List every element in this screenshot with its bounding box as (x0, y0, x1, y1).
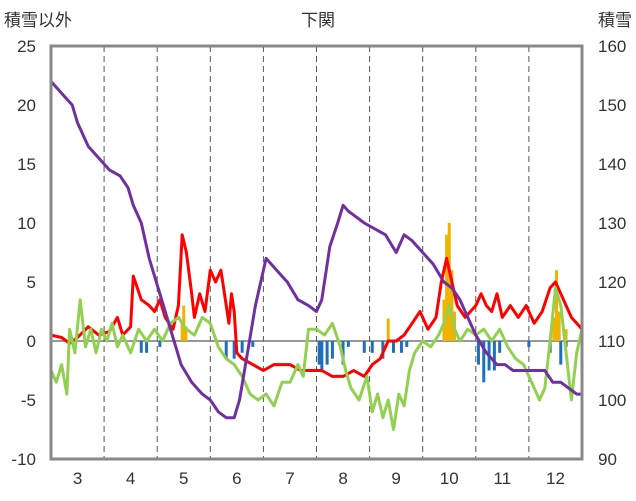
bar (362, 341, 366, 353)
bar (564, 329, 568, 341)
right-tick-label: 100 (598, 391, 626, 410)
bar (450, 270, 454, 341)
bar (445, 234, 449, 341)
bar (482, 341, 486, 383)
x-tick-label: 3 (73, 469, 82, 488)
bar (184, 326, 188, 341)
right-axis-label: 積雪 (598, 11, 632, 30)
lines (49, 79, 584, 431)
left-tick-label: 10 (17, 214, 36, 233)
right-tick-label: 140 (598, 155, 626, 174)
bar (145, 341, 149, 353)
x-tick-label: 6 (232, 469, 241, 488)
series-line (49, 286, 584, 431)
left-tick-label: 20 (17, 96, 36, 115)
bar (559, 341, 563, 365)
bar (180, 323, 184, 341)
right-tick-label: 120 (598, 273, 626, 292)
right-tick-label: 130 (598, 214, 626, 233)
x-tick-label: 9 (391, 469, 400, 488)
left-tick-label: -5 (21, 391, 36, 410)
bar (232, 341, 236, 359)
chart-title: 下関 (301, 11, 335, 30)
left-axis-label: 積雪以外 (4, 11, 72, 30)
bar (386, 318, 390, 341)
bar (391, 341, 395, 353)
x-tick-label: 8 (338, 469, 347, 488)
bar (527, 341, 531, 347)
left-tick-label: 15 (17, 155, 36, 174)
bar (498, 341, 502, 353)
left-tick-label: 0 (27, 332, 36, 351)
grid (51, 46, 582, 459)
left-tick-label: -10 (11, 450, 36, 469)
series-line (49, 233, 584, 378)
x-tick-label: 11 (494, 469, 512, 488)
bar (139, 341, 143, 353)
bar (325, 341, 329, 365)
x-tick-label: 10 (440, 469, 459, 488)
bar (555, 270, 559, 341)
bars (139, 223, 568, 383)
bar (330, 341, 334, 359)
left-tick-label: 25 (17, 37, 36, 56)
bar (399, 341, 403, 353)
axes: -10 -5 0 5 10 15 20 25 90 100 110 120 130 140 150 160 3 4… (11, 37, 626, 488)
plot-frame (49, 44, 584, 461)
bar (158, 341, 162, 347)
bar (346, 341, 350, 347)
bar (447, 223, 451, 341)
bar (492, 341, 496, 371)
left-tick-label: 5 (27, 273, 36, 292)
x-tick-label: 4 (126, 469, 135, 488)
bar (224, 341, 228, 359)
bar (405, 341, 409, 347)
right-tick-label: 160 (598, 37, 626, 56)
bar (251, 341, 255, 347)
bar (320, 341, 324, 371)
bar (240, 341, 244, 353)
right-tick-label: 90 (598, 450, 617, 469)
bar (370, 341, 374, 353)
right-tick-label: 110 (598, 332, 625, 351)
bar (476, 341, 480, 365)
series-line (49, 79, 584, 420)
x-tick-label: 7 (285, 469, 294, 488)
bar (557, 311, 561, 341)
x-tick-label: 12 (546, 469, 565, 488)
bar (317, 341, 321, 365)
bar (552, 317, 556, 341)
x-tick-label: 5 (179, 469, 188, 488)
right-tick-label: 150 (598, 96, 626, 115)
